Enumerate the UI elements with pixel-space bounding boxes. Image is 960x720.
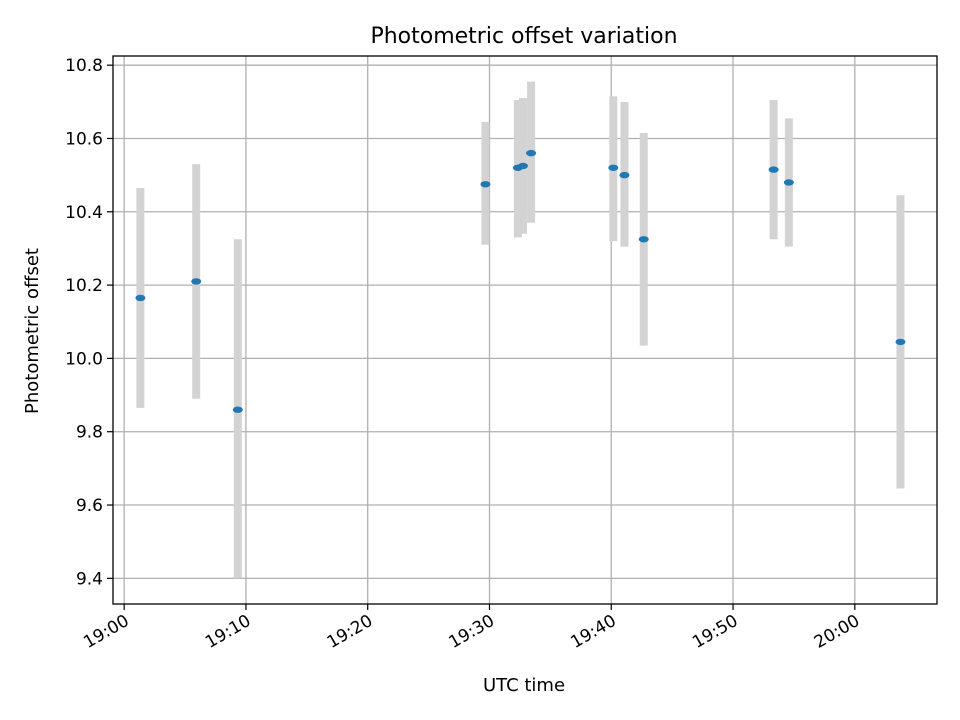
y-tick-label: 9.4 xyxy=(76,569,103,589)
y-tick-label: 9.8 xyxy=(76,423,103,443)
y-tick-label: 10.2 xyxy=(65,276,103,296)
y-tick-label: 10.0 xyxy=(65,349,103,369)
y-axis-label: Photometric offset xyxy=(22,248,43,414)
data-point xyxy=(783,179,794,186)
plot-frame xyxy=(112,55,938,605)
x-axis-label: UTC time xyxy=(483,675,565,696)
data-point xyxy=(638,236,649,243)
data-point xyxy=(526,149,537,157)
data-point xyxy=(191,278,202,285)
y-tick-label: 9.6 xyxy=(76,496,103,516)
y-tick-label: 10.4 xyxy=(65,203,103,223)
data-point xyxy=(517,162,528,170)
data-point xyxy=(480,181,491,188)
data-point xyxy=(895,338,906,346)
y-tick-label: 10.8 xyxy=(65,56,103,76)
data-point xyxy=(619,171,630,179)
data-point xyxy=(135,294,146,302)
data-point xyxy=(768,166,779,173)
data-point xyxy=(232,406,243,413)
data-points xyxy=(135,149,906,413)
y-tick-label: 10.6 xyxy=(65,129,103,149)
y-axis: 9.4 9.6 9.8 10.0 10.2 10.4 10.6 10.8 xyxy=(65,56,113,589)
chart-title: Photometric offset variation xyxy=(370,24,677,49)
data-point xyxy=(608,164,619,171)
